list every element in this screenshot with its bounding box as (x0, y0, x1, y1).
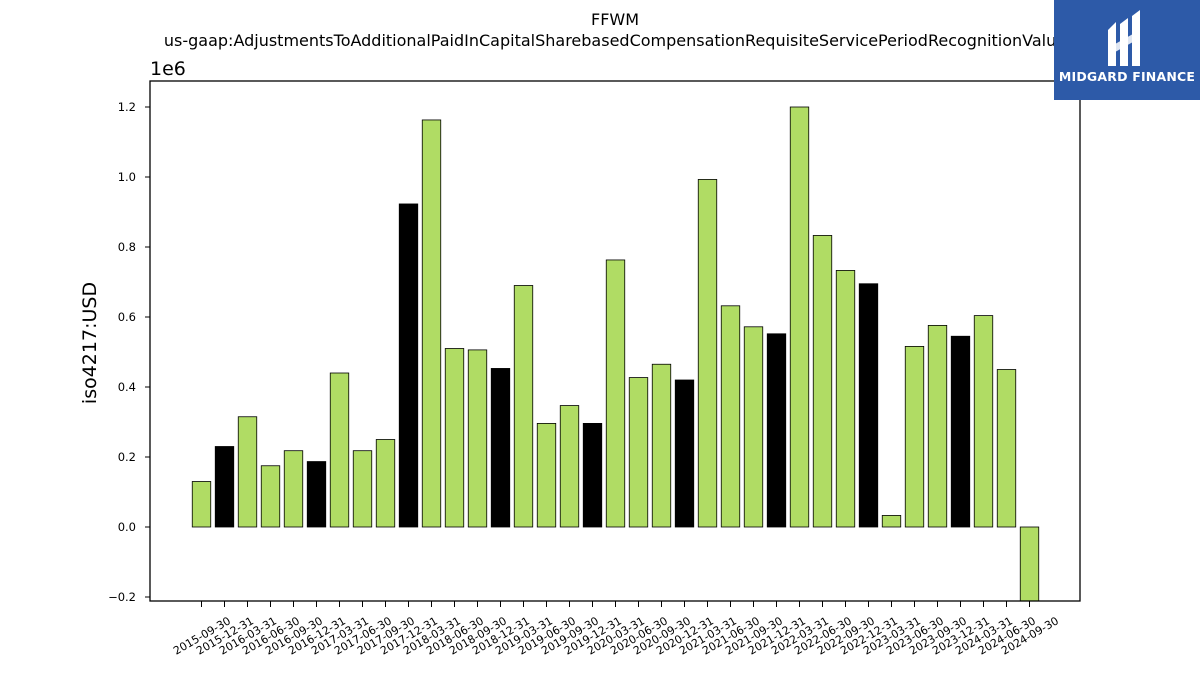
bar-2018-12-31 (490, 368, 511, 528)
bar-2020-03-31 (605, 259, 626, 528)
bar-2018-06-30 (444, 348, 465, 528)
bar-2017-12-31 (398, 203, 419, 528)
bar-2021-06-30 (720, 305, 741, 528)
bar-2019-06-30 (536, 422, 557, 528)
bar-2023-12-31 (950, 335, 971, 528)
y-tick-label: 1.2 (118, 100, 136, 114)
bar-2021-09-30 (743, 326, 764, 528)
bar-2017-06-30 (352, 450, 373, 528)
y-tick-label: 0.0 (118, 520, 136, 534)
bar-2022-06-30 (812, 235, 833, 528)
bar-2022-09-30 (835, 270, 856, 528)
chart-subtitle: us-gaap:AdjustmentsToAdditionalPaidInCap… (164, 31, 1066, 50)
bar-2019-12-31 (582, 422, 603, 528)
midgard-logo-icon (1108, 10, 1140, 66)
bars-group (191, 106, 1040, 602)
y-offset-label: 1e6 (150, 58, 186, 80)
logo-text: MIDGARD FINANCE (1058, 69, 1196, 84)
bar-2023-09-30 (927, 324, 948, 528)
bar-2019-03-31 (513, 285, 534, 528)
bar-2015-09-30 (191, 481, 212, 528)
bar-2023-03-31 (881, 515, 902, 528)
bar-2015-12-31 (214, 446, 235, 528)
bar-2017-09-30 (375, 439, 396, 528)
y-axis: −0.2 0.0 0.2 0.4 0.6 0.8 1.0 1.2 (108, 100, 150, 604)
bar-2021-12-31 (766, 333, 787, 528)
bar-2022-12-31 (858, 283, 879, 528)
y-tick-label: 0.6 (118, 310, 136, 324)
bar-2023-06-30 (904, 345, 925, 528)
bar-2020-09-30 (651, 363, 672, 528)
bar-2022-03-31 (789, 106, 810, 528)
bar-2016-09-30 (283, 450, 304, 528)
midgard-finance-logo: MIDGARD FINANCE (1054, 0, 1200, 100)
y-tick-label: 0.8 (118, 240, 136, 254)
bar-2019-09-30 (559, 405, 580, 528)
y-tick-label: 0.2 (118, 450, 136, 464)
chart-title: FFWM (591, 10, 639, 29)
bar-2018-09-30 (467, 349, 488, 528)
plot-frame (149, 80, 1081, 602)
bar-2024-03-31 (973, 315, 994, 528)
bar-2021-03-31 (697, 179, 718, 528)
bar-2024-09-30 (1019, 526, 1040, 602)
bar-2016-03-31 (237, 416, 258, 528)
y-tick-label: −0.2 (108, 590, 136, 604)
bar-2018-03-31 (421, 119, 442, 528)
bar-2016-12-31 (306, 461, 327, 528)
bar-2024-06-30 (996, 369, 1017, 528)
x-axis: 2015-09-302015-12-312016-03-312016-06-30… (171, 601, 1061, 658)
y-tick-label: 0.4 (118, 380, 136, 394)
bar-2020-06-30 (628, 377, 649, 528)
bar-2017-03-31 (329, 372, 350, 528)
bar-2020-12-31 (674, 379, 695, 528)
y-axis-label: iso4217:USD (79, 282, 101, 404)
bar-2016-06-30 (260, 465, 281, 528)
y-tick-label: 1.0 (118, 170, 136, 184)
